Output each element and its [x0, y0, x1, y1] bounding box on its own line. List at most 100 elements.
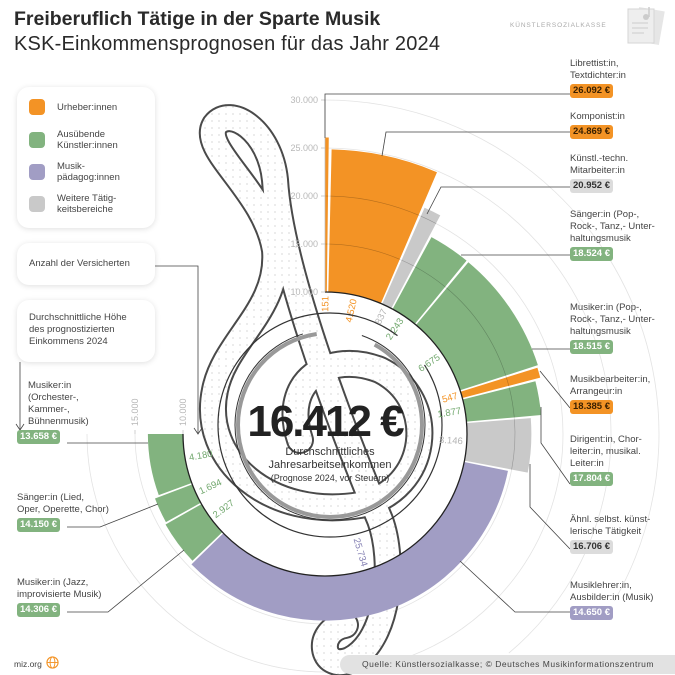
legend-item-weitere: Weitere Tätig- keitsbereiche — [29, 193, 116, 215]
caption-text: Durchschnittliches Jahresarbeitseinkomme… — [268, 446, 392, 471]
caption-note: (Prognose 2024, vor Steuern) — [270, 473, 390, 483]
count-label: 1.694 — [198, 477, 224, 497]
income-badge: 20.952 € — [570, 179, 613, 193]
income-badge: 18.524 € — [570, 247, 613, 261]
leader-bearbeiter — [539, 370, 571, 409]
leader-lines — [15, 93, 571, 613]
bar-segment — [325, 137, 329, 293]
chart-subtitle: KSK-Einkommensprognosen für das Jahr 202… — [14, 33, 441, 55]
label-text: Sänger:in (Lied, Oper, Operette, Chor) — [17, 492, 109, 515]
grid-arc — [86, 195, 564, 673]
legend-swatch — [29, 99, 45, 115]
bar-gridline — [511, 419, 516, 470]
count-label: 3.146 — [439, 435, 463, 447]
income-badge: 16.706 € — [570, 540, 613, 554]
info-count-text: Anzahl der Versicherten — [29, 258, 130, 269]
axis-tick-label: 15.000 — [130, 398, 140, 426]
legend: Urheber:innen Ausübende Künstler:innen M… — [17, 87, 155, 228]
bar-segment — [147, 434, 192, 496]
footer-site-link[interactable]: miz.org — [14, 659, 42, 669]
income-badge: 26.092 € — [570, 84, 613, 98]
globe-icon — [46, 656, 59, 669]
income-badge: 17.804 € — [570, 472, 613, 486]
income-badge: 14.306 € — [17, 603, 60, 617]
legend-swatch — [29, 196, 45, 212]
leader-techn — [426, 186, 570, 215]
label-komponist: Komponist:in 24.869 € — [570, 111, 625, 139]
legend-swatch — [29, 164, 45, 180]
label-text: Ähnl. selbst. künst- lerische Tätigkeit — [570, 514, 651, 537]
legend-label: Weitere Tätig- keitsbereiche — [57, 193, 117, 215]
axis-tick-label: 30.000 — [290, 95, 318, 105]
income-badge: 18.515 € — [570, 340, 613, 354]
bar-segment — [460, 367, 541, 399]
bar-segment — [392, 237, 467, 325]
average-income-caption: Durchschnittliches Jahresarbeitseinkomme… — [240, 446, 420, 485]
source-note: Quelle: Künstlersozialkasse; © Deutsches… — [340, 655, 675, 674]
leader-musiklehrer — [459, 560, 570, 613]
axis-tick-label: 10.000 — [290, 287, 318, 297]
info-box-income: Durchschnittliche Höhe des prognostizier… — [17, 300, 155, 362]
document-music-icon — [627, 7, 665, 45]
radial-axis: 10.000 15.000 20.000 25.000 30.000 15.000 10.0… — [130, 95, 326, 434]
count-label: 837 — [373, 307, 390, 326]
bar-gridline — [415, 266, 446, 288]
income-badge: 14.150 € — [17, 518, 60, 532]
bar-gridline — [509, 387, 515, 418]
bar-segment — [462, 381, 542, 422]
label-text: Dirigent:in, Chor- leiter:in, musikal. L… — [570, 434, 642, 469]
leader-aehnl — [529, 464, 571, 550]
count-label: 151 — [320, 296, 331, 312]
label-text: Librettist:in, Textdichter:in — [570, 58, 626, 81]
legend-item-urheber: Urheber:innen — [29, 99, 117, 115]
label-text: Sänger:in (Pop-, Rock-, Tanz,- Unter- ha… — [570, 209, 655, 244]
count-label: 6.675 — [417, 352, 443, 374]
leader-info-count — [155, 265, 199, 433]
chart-title: Freiberuflich Tätige in der Sparte Musik — [14, 8, 381, 30]
bar-segment — [382, 207, 441, 309]
label-text: Künstl.-techn. Mitarbeiter:in — [570, 153, 629, 176]
info-box-count: Anzahl der Versicherten — [17, 243, 155, 285]
grid-arc — [324, 99, 660, 602]
label-dirigent: Dirigent:in, Chor- leiter:in, musikal. L… — [570, 434, 642, 486]
label-saenger-lied: Sänger:in (Lied, Oper, Operette, Chor) 14… — [17, 492, 109, 532]
label-aehnl: Ähnl. selbst. künst- lerische Tätigkeit 1… — [570, 514, 650, 554]
label-musiklehrer: Musiklehrer:in, Ausbilder:in (Musik) 14.6… — [570, 580, 653, 620]
bar-gridline — [446, 287, 507, 376]
income-badge: 24.869 € — [570, 125, 613, 139]
label-bearbeiter: Musikbearbeiter:in, Arrangeur:in 18.385 € — [570, 374, 650, 414]
count-label: 4.520 — [344, 298, 360, 324]
label-librettist: Librettist:in, Textdichter:in 26.092 € — [570, 58, 626, 98]
bar-gridline — [330, 195, 419, 216]
leader-saenger-lied — [67, 503, 159, 528]
label-orchester: Musiker:in (Orchester-, Kammer-, Bühnenm… — [17, 380, 89, 444]
count-label: 4.180 — [188, 449, 213, 464]
legend-item-ausuebende: Ausübende Künstler:innen — [29, 129, 118, 151]
label-saenger-pop: Sänger:in (Pop-, Rock-, Tanz,- Unter- ha… — [570, 209, 655, 261]
axis-tick-label: 20.000 — [290, 191, 318, 201]
axis-tick-label: 10.000 — [178, 398, 188, 426]
bar-gridline — [506, 377, 510, 386]
grid-arc — [324, 147, 612, 654]
count-label: 547 — [441, 391, 459, 406]
leader-librettist — [324, 93, 570, 138]
legend-label: Ausübende Künstler:innen — [57, 129, 118, 151]
bar-segment — [165, 504, 223, 561]
bar-segment — [328, 149, 437, 304]
label-jazz: Musiker:in (Jazz, improvisierte Musik) 14… — [17, 577, 101, 617]
bar-segment — [464, 418, 532, 473]
label-techn: Künstl.-techn. Mitarbeiter:in 20.952 € — [570, 153, 628, 193]
legend-label: Musik- pädagog:innen — [57, 161, 120, 183]
label-text: Komponist:in — [570, 111, 625, 122]
bar-gridline — [420, 215, 437, 224]
label-musiker-pop: Musiker:in (Pop-, Rock-, Tanz,- Unter- h… — [570, 302, 655, 354]
bars — [147, 137, 542, 621]
label-text: Musiker:in (Pop-, Rock-, Tanz,- Unter- h… — [570, 302, 655, 337]
logo-text: KÜNSTLERSOZIALKASSE — [510, 22, 607, 29]
leader-dirigent — [540, 407, 571, 485]
axis-tick-label: 25.000 — [290, 143, 318, 153]
leader-jazz — [67, 549, 185, 613]
bar-segment — [191, 462, 508, 621]
income-badge: 13.658 € — [17, 430, 60, 444]
info-income-text: Durchschnittliche Höhe des prognostizier… — [29, 312, 127, 347]
